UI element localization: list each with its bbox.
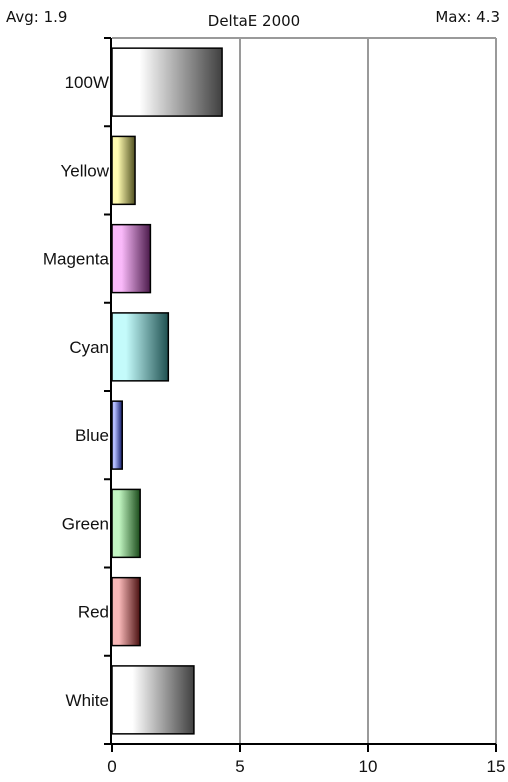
max-label: Max: 4.3 bbox=[435, 8, 500, 26]
bar-yellow bbox=[111, 135, 136, 206]
category-label-green: Green bbox=[62, 514, 109, 533]
x-tick-label-5: 5 bbox=[235, 757, 244, 776]
bar-magenta bbox=[111, 223, 152, 294]
bar-cyan bbox=[111, 312, 170, 382]
category-label-cyan: Cyan bbox=[69, 338, 109, 357]
category-label-100w: 100W bbox=[65, 73, 109, 92]
x-tick-label-10: 10 bbox=[359, 757, 378, 776]
category-label-magenta: Magenta bbox=[43, 250, 110, 269]
average-label: Avg: 1.9 bbox=[6, 8, 68, 26]
bar-green bbox=[111, 488, 141, 559]
chart-title: DeltaE 2000 bbox=[207, 12, 301, 30]
category-label-red: Red bbox=[78, 603, 109, 622]
bar-red bbox=[111, 576, 141, 647]
category-label-white: White bbox=[66, 691, 109, 710]
category-label-yellow: Yellow bbox=[60, 161, 109, 180]
x-tick-label-0: 0 bbox=[107, 757, 116, 776]
bar-white bbox=[111, 665, 195, 735]
category-label-blue: Blue bbox=[75, 426, 109, 445]
bar-100w bbox=[111, 47, 223, 117]
x-tick-label-15: 15 bbox=[487, 757, 506, 776]
bar-blue bbox=[111, 400, 123, 470]
